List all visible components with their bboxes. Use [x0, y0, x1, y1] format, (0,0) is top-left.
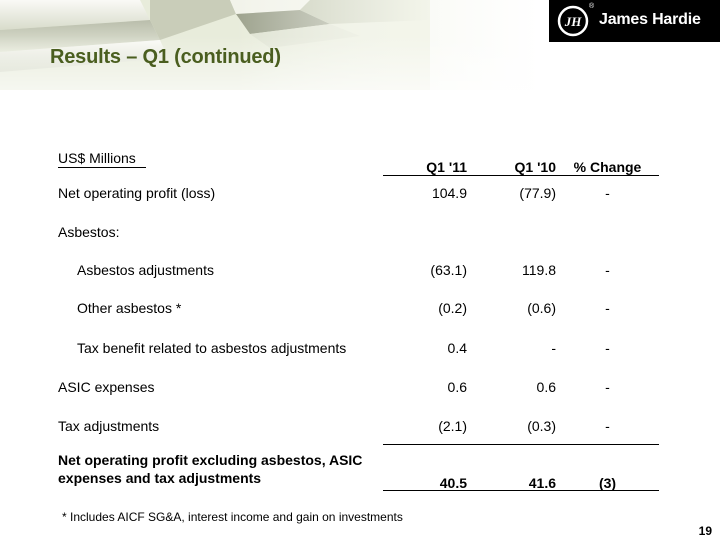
cell-other-asbestos-q1-10: (0.6)	[527, 300, 556, 316]
james-hardie-logo-icon: JH	[557, 5, 589, 37]
cell-asbestos-adjustments-q1-11: (63.1)	[430, 262, 467, 278]
units-label: US$ Millions	[58, 150, 146, 168]
row-label-net-operating-profit: Net operating profit (loss)	[58, 185, 216, 201]
cell-tax-benefit-q1-10: -	[551, 340, 556, 356]
column-header-q1-10: Q1 '10	[514, 159, 556, 175]
column-header-q1-11: Q1 '11	[426, 159, 467, 175]
cell-asbestos-adjustments-change: -	[605, 262, 610, 278]
cell-other-asbestos-change: -	[605, 300, 610, 316]
row-label-asic-expenses: ASIC expenses	[58, 379, 155, 395]
cell-total-q1-11: 40.5	[439, 475, 467, 491]
row-label-asbestos-adjustments: Asbestos adjustments	[77, 262, 214, 278]
cell-total-q1-10: 41.6	[528, 475, 556, 491]
cell-net-operating-profit-q1-10: (77.9)	[519, 185, 556, 201]
row-label-asbestos-section: Asbestos:	[58, 224, 120, 240]
cell-asbestos-adjustments-q1-10: 119.8	[522, 262, 556, 278]
cell-tax-adjustments-change: -	[605, 418, 610, 434]
cell-net-operating-profit-q1-11: 104.9	[431, 185, 467, 201]
total-bottom-rule	[383, 490, 659, 491]
logo-monogram: JH	[564, 14, 583, 29]
cell-net-operating-profit-change: -	[605, 185, 610, 201]
row-label-total-line2: expenses and tax adjustments	[58, 470, 262, 486]
slide-title: Results – Q1 (continued)	[50, 46, 281, 68]
row-label-other-asbestos: Other asbestos *	[77, 300, 182, 316]
total-top-rule	[383, 444, 659, 445]
header-rule	[383, 175, 659, 176]
footnote: * Includes AICF SG&A, interest income an…	[62, 510, 403, 524]
logo-text: James Hardie	[599, 11, 701, 28]
cell-asic-expenses-q1-11: 0.6	[447, 379, 467, 395]
cell-asic-expenses-q1-10: 0.6	[536, 379, 556, 395]
cell-tax-benefit-change: -	[605, 340, 610, 356]
cell-total-change: (3)	[598, 475, 617, 491]
cell-tax-benefit-q1-11: 0.4	[447, 340, 467, 356]
cell-tax-adjustments-q1-11: (2.1)	[438, 418, 467, 434]
cell-other-asbestos-q1-11: (0.2)	[438, 300, 467, 316]
cell-asic-expenses-change: -	[605, 379, 610, 395]
row-label-tax-adjustments: Tax adjustments	[58, 418, 160, 434]
logo-registered-mark: ®	[589, 3, 595, 10]
row-label-total-line1: Net operating profit excluding asbestos,…	[58, 452, 363, 468]
cell-tax-adjustments-q1-10: (0.3)	[527, 418, 556, 434]
column-header-percent-change: % Change	[573, 159, 642, 175]
slide-header	[0, 0, 720, 90]
row-label-tax-benefit: Tax benefit related to asbestos adjustme…	[77, 340, 347, 356]
page-number: 19	[698, 524, 712, 538]
